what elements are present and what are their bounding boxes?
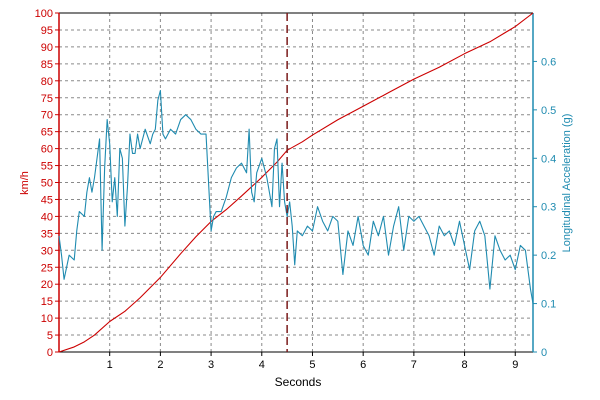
right-tick-label: 0.6 — [541, 56, 556, 68]
x-tick-label: 8 — [461, 359, 467, 371]
right-tick-label: 0 — [541, 347, 547, 359]
left-tick-label: 55 — [41, 161, 53, 173]
axis-labels: Seconds km/h Longitudinal Acceleration (… — [19, 114, 573, 389]
series-lines — [58, 12, 534, 353]
left-tick-label: 70 — [41, 110, 53, 122]
left-tick-label: 65 — [41, 127, 53, 139]
left-tick-label: 95 — [41, 25, 53, 37]
left-tick-label: 15 — [41, 296, 53, 308]
left-tick-label: 25 — [41, 262, 53, 274]
x-tick-label: 7 — [411, 359, 417, 371]
left-tick-label: 5 — [47, 330, 53, 342]
left-tick-label: 20 — [41, 279, 53, 291]
speed-line — [58, 12, 534, 353]
right-axis-label: Longitudinal Acceleration (g) — [561, 114, 573, 253]
x-tick-label: 6 — [360, 359, 366, 371]
left-tick-label: 60 — [41, 144, 53, 156]
right-tick-label: 0.3 — [541, 202, 556, 214]
left-tick-label: 45 — [41, 194, 53, 206]
right-tick-label: 0.1 — [541, 299, 556, 311]
left-tick-label: 30 — [41, 245, 53, 257]
right-tick-label: 0.5 — [541, 105, 556, 117]
x-tick-label: 9 — [512, 359, 518, 371]
left-tick-label: 35 — [41, 228, 53, 240]
x-tick-label: 1 — [107, 359, 113, 371]
left-tick-label: 85 — [41, 59, 53, 71]
x-tick-label: 4 — [259, 359, 265, 371]
left-tick-label: 10 — [41, 313, 53, 325]
left-tick-label: 90 — [41, 42, 53, 54]
axes: 1 2 3 4 5 6 7 8 90510152025303540455055606570758… — [35, 8, 557, 371]
left-tick-label: 100 — [35, 8, 53, 20]
x-axis-label: Seconds — [275, 375, 322, 389]
left-tick-label: 80 — [41, 76, 53, 88]
x-tick-label: 3 — [208, 359, 214, 371]
left-tick-label: 0 — [47, 347, 53, 359]
acceleration-line — [58, 89, 534, 304]
left-tick-label: 50 — [41, 178, 53, 190]
left-tick-label: 75 — [41, 93, 53, 105]
left-tick-label: 40 — [41, 211, 53, 223]
right-tick-label: 0.4 — [541, 153, 556, 165]
x-tick-label: 2 — [157, 359, 163, 371]
x-tick-label: 5 — [309, 359, 315, 371]
left-axis-label: km/h — [19, 171, 31, 195]
right-tick-label: 0.2 — [541, 250, 556, 262]
